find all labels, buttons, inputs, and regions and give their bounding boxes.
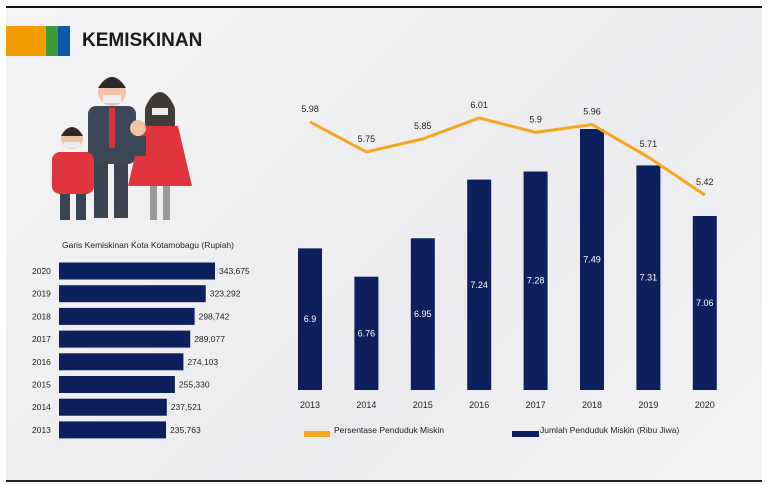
- hbar-year-label: 2015: [32, 380, 51, 390]
- x-axis-tick-label: 2018: [582, 400, 602, 410]
- legend-swatch-line: [304, 431, 330, 437]
- family-illustration: [52, 77, 192, 220]
- hbar-year-label: 2018: [32, 311, 51, 321]
- line-value-label: 5.96: [583, 107, 601, 117]
- column-bar: [467, 179, 492, 390]
- column-value-label: 6.95: [414, 309, 432, 319]
- legend: Persentase Penduduk Miskin Jumlah Pendud…: [304, 425, 680, 437]
- column-bar: [636, 165, 661, 390]
- hbar-value-label: 298,742: [199, 311, 230, 321]
- logo-bar: [6, 26, 70, 56]
- line-value-label: 6.01: [470, 100, 488, 110]
- x-axis-tick-label: 2019: [638, 400, 658, 410]
- hbar-value-label: 343,675: [219, 266, 250, 276]
- x-axis-tick-label: 2020: [695, 400, 715, 410]
- column-bar: [354, 276, 379, 390]
- legend-label-bar: Jumlah Penduduk Miskin (Ribu Jiwa): [540, 425, 680, 435]
- combo-chart: 6.9 2013 6.76 2014 6.95 2015 7.24 2016 7.28 2017 7…: [298, 100, 717, 410]
- x-axis-tick-label: 2017: [526, 400, 546, 410]
- column-value-label: 7.31: [640, 273, 658, 283]
- hbar-year-label: 2014: [32, 402, 51, 412]
- logo-green-block: [46, 26, 58, 56]
- hbar-bar: [59, 262, 215, 280]
- hbar-year-label: 2019: [32, 289, 51, 299]
- percentage-line: [309, 116, 706, 197]
- page-title: KEMISKINAN: [82, 30, 203, 51]
- x-axis-tick-label: 2016: [469, 400, 489, 410]
- legend-swatch-bar: [512, 431, 539, 437]
- column-value-label: 6.76: [358, 328, 376, 338]
- hbar-bar: [59, 398, 167, 416]
- column-bar: [523, 171, 548, 390]
- x-axis-tick-label: 2013: [300, 400, 320, 410]
- hbar-bar: [59, 421, 167, 439]
- hbar-chart: 2020 343,675 2019 323,292 2018 298,742 2017 289…: [32, 262, 250, 439]
- column-value-label: 7.24: [470, 280, 488, 290]
- line-value-label: 5.42: [696, 177, 714, 187]
- hbar-value-label: 255,330: [179, 380, 210, 390]
- hbar-value-label: 323,292: [210, 289, 241, 299]
- logo-orange-block: [6, 26, 46, 56]
- line-value-label: 5.9: [529, 114, 542, 124]
- line-value-label: 5.98: [301, 104, 319, 114]
- hbar-bar: [59, 376, 175, 393]
- line-value-label: 5.85: [414, 121, 432, 131]
- hbar-year-label: 2017: [32, 334, 51, 344]
- hbar-chart-title: Garis Kemiskinan Kota Kotamobagu (Rupiah…: [62, 240, 234, 250]
- hbar-year-label: 2016: [32, 357, 51, 367]
- hbar-value-label: 289,077: [194, 334, 225, 344]
- logo-blue-block: [58, 26, 70, 56]
- hbar-year-label: 2020: [32, 266, 51, 276]
- hbar-bar: [59, 330, 191, 348]
- legend-label-line: Persentase Penduduk Miskin: [334, 425, 444, 435]
- hbar-bar: [59, 307, 195, 325]
- column-bar: [692, 216, 717, 390]
- column-value-label: 6.9: [304, 314, 317, 324]
- line-value-label: 5.75: [358, 134, 376, 144]
- column-value-label: 7.49: [583, 255, 601, 265]
- x-axis-tick-label: 2014: [356, 400, 376, 410]
- hbar-bar: [59, 285, 206, 303]
- hbar-value-label: 274,103: [187, 357, 218, 367]
- hbar-value-label: 237,521: [171, 402, 202, 412]
- hbar-year-label: 2013: [32, 425, 51, 435]
- x-axis-tick-label: 2015: [413, 400, 433, 410]
- hbar-value-label: 235,763: [170, 425, 201, 435]
- column-value-label: 7.06: [696, 298, 714, 308]
- line-value-label: 5.71: [640, 139, 658, 149]
- column-bar: [298, 248, 322, 390]
- column-value-label: 7.28: [527, 276, 545, 286]
- hbar-bar: [59, 353, 184, 371]
- column-bar: [580, 129, 604, 390]
- column-bar: [410, 238, 435, 390]
